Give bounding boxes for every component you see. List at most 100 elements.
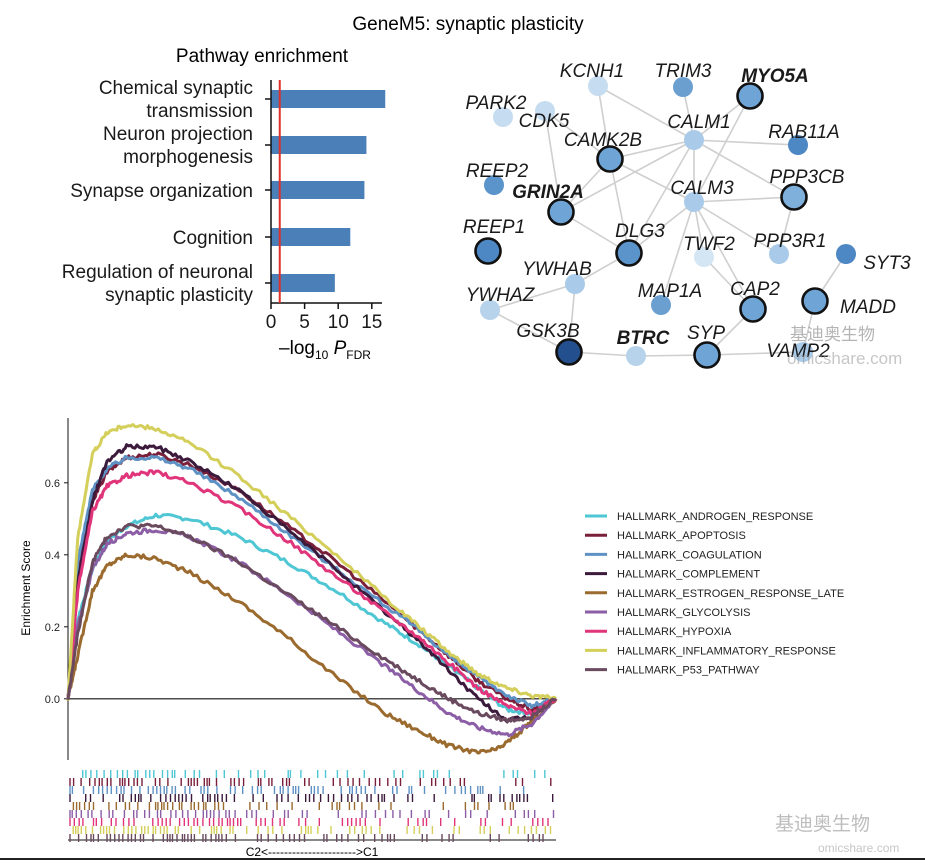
gsea-line bbox=[66, 451, 557, 713]
network-edge bbox=[693, 196, 795, 203]
gsea-y-tick-label: 0.2 bbox=[45, 622, 60, 634]
gsea-series-lines bbox=[66, 423, 558, 755]
legend-label: HALLMARK_ANDROGEN_RESPONSE bbox=[617, 511, 813, 523]
network-edge bbox=[597, 85, 695, 141]
category-label: Chemical synaptic transmission bbox=[99, 78, 253, 122]
legend-label: HALLMARK_INFLAMMATORY_RESPONSE bbox=[617, 645, 836, 657]
network-node-label: CAP2 bbox=[730, 279, 780, 300]
legend-label: HALLMARK_GLYCOLYSIS bbox=[617, 607, 750, 619]
network-node bbox=[615, 239, 643, 267]
bar-chart-title: Pathway enrichment bbox=[176, 46, 349, 67]
watermark-text-3: 基迪奥生物 bbox=[775, 813, 870, 835]
gsea-line bbox=[66, 527, 558, 738]
x-tick-label: 10 bbox=[328, 312, 349, 333]
network-node-label: SYP bbox=[687, 323, 725, 344]
network-edge bbox=[693, 201, 780, 255]
category-label-line: transmission bbox=[146, 101, 253, 122]
x-tick-label: 15 bbox=[361, 312, 382, 333]
legend-label: HALLMARK_APOPTOSIS bbox=[617, 530, 746, 542]
gsea-rug-plot bbox=[68, 770, 556, 842]
bar bbox=[271, 136, 367, 154]
x-tick-label: 0 bbox=[266, 312, 277, 333]
network-node-label: REEP1 bbox=[463, 217, 525, 238]
network-node-label: PARK2 bbox=[466, 93, 527, 114]
category-label-line: Neuron projection bbox=[103, 124, 253, 145]
legend-label: HALLMARK_COMPLEMENT bbox=[617, 569, 760, 581]
network-node bbox=[588, 76, 608, 96]
network-node-label: RAB11A bbox=[768, 122, 839, 143]
gsea-y-tick-label: 0.0 bbox=[45, 694, 60, 706]
network-node bbox=[474, 237, 502, 265]
category-label: Regulation of neuronal synaptic plasticit… bbox=[62, 262, 254, 306]
network-node-label: KCNH1 bbox=[560, 61, 624, 82]
network-edge bbox=[609, 139, 695, 160]
network-node bbox=[596, 145, 624, 173]
network-node bbox=[673, 77, 693, 97]
network-edge bbox=[693, 95, 751, 203]
network-edge bbox=[489, 309, 570, 353]
watermark-text-2: omicshare.com bbox=[787, 349, 902, 368]
network-node-label: VAMP2 bbox=[766, 341, 830, 362]
bar-x-axis-label: –log10 PFDR bbox=[279, 338, 371, 362]
legend-label: HALLMARK_COAGULATION bbox=[617, 549, 762, 561]
network-edge bbox=[693, 201, 754, 310]
network-edge bbox=[544, 110, 562, 213]
network-node-label: GSK3B bbox=[516, 321, 580, 342]
gsea-line bbox=[66, 522, 557, 723]
network-node bbox=[651, 295, 671, 315]
category-label: Cognition bbox=[173, 228, 253, 249]
watermark-text-4: omicshare.com bbox=[818, 841, 899, 855]
network-node-label: TRIM3 bbox=[655, 61, 712, 82]
gsea-line bbox=[66, 469, 558, 717]
figure-title: GeneM5: synaptic plasticity bbox=[352, 14, 584, 35]
network-node bbox=[788, 135, 808, 155]
gsea-legend: HALLMARK_ANDROGEN_RESPONSE HALLMARK_APOPT… bbox=[585, 511, 844, 677]
network-node-label: BTRC bbox=[617, 328, 670, 349]
network-edge bbox=[609, 158, 630, 254]
network-node-label: CAMK2B bbox=[564, 130, 642, 151]
network-node bbox=[769, 244, 789, 264]
network-node-label: YWHAB bbox=[522, 259, 592, 280]
network-node-label: DLG3 bbox=[615, 221, 665, 242]
watermark-text-1: 基迪奥生物 bbox=[790, 325, 875, 344]
network-node bbox=[684, 192, 704, 212]
network-node bbox=[836, 244, 856, 264]
network-node bbox=[694, 247, 714, 267]
gsea-line bbox=[66, 423, 558, 701]
network-node bbox=[565, 274, 585, 294]
network-node bbox=[535, 101, 555, 121]
network-node-label: CDK5 bbox=[519, 111, 570, 132]
pathway-enrichment-chart: Pathway enrichment Chemical synaptic tran… bbox=[62, 46, 386, 362]
legend-label: HALLMARK_P53_PATHWAY bbox=[617, 665, 760, 677]
network-node bbox=[793, 342, 813, 362]
network-node-label: TWF2 bbox=[683, 234, 735, 255]
x-tick-label: 5 bbox=[299, 312, 310, 333]
category-label-line: Chemical synaptic bbox=[99, 78, 253, 99]
network-node bbox=[780, 183, 808, 211]
category-label-line: Regulation of neuronal bbox=[62, 262, 253, 283]
network-edge bbox=[560, 139, 695, 213]
network-node-label: PPP3R1 bbox=[754, 231, 827, 252]
network-node-label: MYO5A bbox=[741, 66, 809, 87]
network-node-label: CALM1 bbox=[667, 112, 730, 133]
legend-label: HALLMARK_ESTROGEN_RESPONSE_LATE bbox=[617, 588, 844, 600]
bar-x-ticks: 0 5 10 15 bbox=[266, 303, 382, 333]
network-node bbox=[736, 82, 764, 110]
network-node bbox=[484, 175, 504, 195]
bar bbox=[271, 181, 365, 199]
network-node-label: REEP2 bbox=[466, 161, 529, 182]
network-node bbox=[739, 295, 767, 323]
network-node-label: MADD bbox=[840, 297, 896, 318]
network-edge bbox=[693, 139, 795, 198]
network-node bbox=[547, 198, 575, 226]
bottom-rule bbox=[0, 858, 925, 860]
enrichment-score-chart: 0.0 0.2 0.4 0.6 Enrichment Score C2<-------… bbox=[19, 418, 844, 859]
category-label: Neuron projection morphogenesis bbox=[103, 124, 253, 168]
network-node bbox=[693, 341, 721, 369]
gsea-axes: 0.0 0.2 0.4 0.6 bbox=[45, 418, 556, 760]
network-node bbox=[626, 346, 646, 366]
